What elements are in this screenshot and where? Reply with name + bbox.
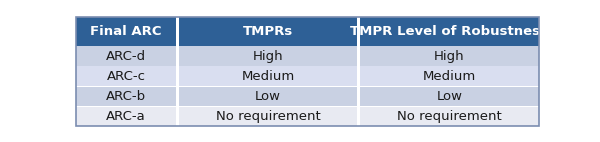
Text: ARC-c: ARC-c <box>107 70 146 83</box>
FancyBboxPatch shape <box>360 17 539 46</box>
Text: TMPRs: TMPRs <box>243 25 293 38</box>
FancyBboxPatch shape <box>179 46 357 66</box>
FancyBboxPatch shape <box>179 86 357 106</box>
Text: Medium: Medium <box>422 70 476 83</box>
Text: Final ARC: Final ARC <box>91 25 162 38</box>
Text: High: High <box>434 50 464 63</box>
FancyBboxPatch shape <box>76 86 176 106</box>
Text: Medium: Medium <box>241 70 295 83</box>
FancyBboxPatch shape <box>360 46 539 66</box>
FancyBboxPatch shape <box>179 66 357 86</box>
Text: No requirement: No requirement <box>397 110 502 123</box>
Text: ARC-b: ARC-b <box>106 90 146 103</box>
FancyBboxPatch shape <box>360 107 539 126</box>
FancyBboxPatch shape <box>76 66 176 86</box>
Text: High: High <box>253 50 283 63</box>
FancyBboxPatch shape <box>179 17 357 46</box>
Text: ARC-d: ARC-d <box>106 50 146 63</box>
FancyBboxPatch shape <box>360 66 539 86</box>
Text: No requirement: No requirement <box>215 110 320 123</box>
FancyBboxPatch shape <box>76 17 176 46</box>
Text: Low: Low <box>255 90 281 103</box>
Text: ARC-a: ARC-a <box>106 110 146 123</box>
FancyBboxPatch shape <box>179 107 357 126</box>
Text: Low: Low <box>436 90 463 103</box>
FancyBboxPatch shape <box>360 86 539 106</box>
FancyBboxPatch shape <box>76 107 176 126</box>
FancyBboxPatch shape <box>76 46 176 66</box>
Text: TMPR Level of Robustness: TMPR Level of Robustness <box>350 25 548 38</box>
